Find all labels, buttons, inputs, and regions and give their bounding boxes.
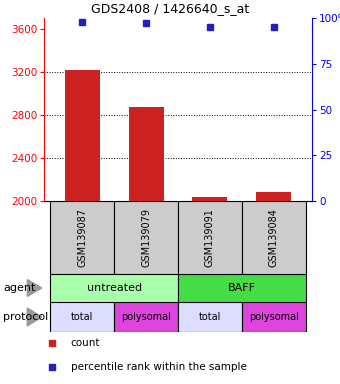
- Bar: [114, 201, 178, 274]
- Text: total: total: [71, 312, 94, 322]
- Bar: [178, 274, 306, 302]
- Bar: [50, 302, 114, 332]
- Bar: [242, 201, 306, 274]
- Text: untreated: untreated: [87, 283, 142, 293]
- Polygon shape: [27, 280, 42, 296]
- Bar: [178, 302, 242, 332]
- Text: protocol: protocol: [3, 312, 49, 322]
- Text: count: count: [71, 338, 100, 348]
- Text: total: total: [199, 312, 221, 322]
- Bar: [242, 302, 306, 332]
- Text: GSM139084: GSM139084: [269, 208, 279, 267]
- Text: GDS2408 / 1426640_s_at: GDS2408 / 1426640_s_at: [91, 3, 249, 15]
- Text: polysomal: polysomal: [249, 312, 299, 322]
- Text: agent: agent: [3, 283, 36, 293]
- Bar: [114, 302, 178, 332]
- Text: GSM139087: GSM139087: [77, 208, 87, 267]
- Text: percentile rank within the sample: percentile rank within the sample: [71, 362, 247, 372]
- Text: GSM139079: GSM139079: [141, 208, 151, 267]
- Bar: [129, 108, 164, 201]
- Text: polysomal: polysomal: [121, 312, 171, 322]
- Bar: [192, 197, 227, 201]
- Bar: [50, 274, 178, 302]
- Bar: [50, 201, 114, 274]
- Bar: [65, 70, 100, 201]
- Bar: [178, 201, 242, 274]
- Text: GSM139091: GSM139091: [205, 208, 215, 267]
- Text: BAFF: BAFF: [228, 283, 256, 293]
- Bar: [256, 192, 291, 201]
- Polygon shape: [27, 308, 42, 326]
